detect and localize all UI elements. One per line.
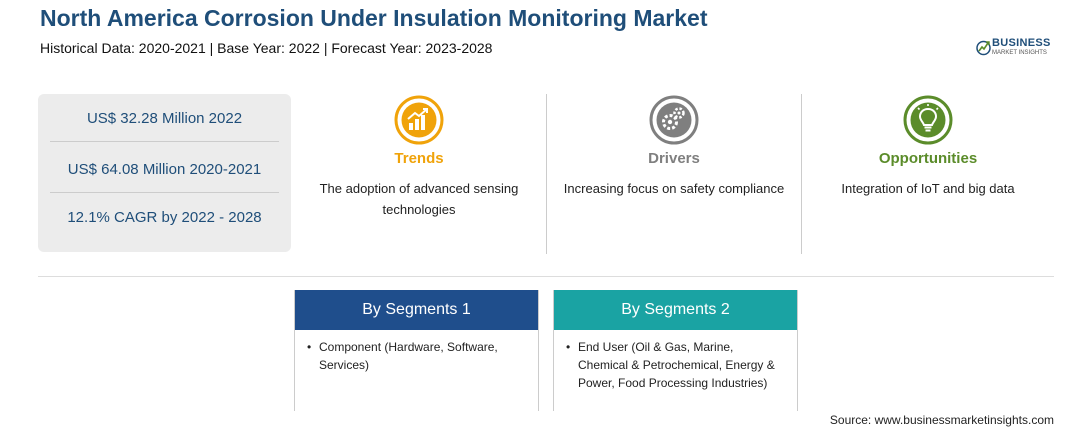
- segment-card-2: By Segments 2 • End User (Oil & Gas, Mar…: [553, 290, 798, 411]
- page-title: North America Corrosion Under Insulation…: [40, 5, 708, 31]
- list-item: • Component (Hardware, Software, Service…: [307, 338, 526, 374]
- lightbulb-icon: [903, 95, 953, 145]
- logo-subtext: MARKET INSIGHTS: [992, 50, 1047, 56]
- stat-divider: [50, 192, 279, 193]
- page-subtitle: Historical Data: 2020-2021 | Base Year: …: [40, 40, 493, 56]
- segment-2-heading: By Segments 2: [554, 290, 797, 330]
- stat-cagr: 12.1% CAGR by 2022 - 2028: [67, 209, 262, 226]
- section-divider: [38, 276, 1054, 277]
- logo-text: BUSINESS: [992, 37, 1051, 49]
- segment-card-1: By Segments 1 • Component (Hardware, Sof…: [294, 290, 539, 411]
- growth-chart-icon: [394, 95, 444, 145]
- drivers-heading: Drivers: [648, 150, 700, 167]
- list-item: • End User (Oil & Gas, Marine, Chemical …: [566, 338, 785, 392]
- segment-1-heading: By Segments 1: [295, 290, 538, 330]
- trends-text: The adoption of advanced sensing technol…: [319, 181, 519, 217]
- stat-market-value-historical: US$ 64.08 Million 2020-2021: [67, 161, 262, 178]
- column-divider: [546, 94, 547, 254]
- trends-heading: Trends: [394, 150, 444, 167]
- source-text: Source: www.businessmarketinsights.com: [829, 413, 1054, 427]
- column-divider: [801, 94, 802, 254]
- stat-divider: [50, 141, 279, 142]
- business-market-insights-logo: BUSINESS MARKET INSIGHTS: [976, 37, 1060, 59]
- opportunities-text: Integration of IoT and big data: [841, 181, 1015, 196]
- segment-2-item: End User (Oil & Gas, Marine, Chemical & …: [578, 340, 775, 390]
- segment-1-item: Component (Hardware, Software, Services): [319, 340, 498, 372]
- drivers-text: Increasing focus on safety compliance: [563, 181, 785, 196]
- gears-icon: [649, 95, 699, 145]
- logo-globe-icon: [976, 40, 991, 56]
- stat-market-value-2022: US$ 32.28 Million 2022: [86, 110, 243, 127]
- opportunities-heading: Opportunities: [878, 150, 978, 167]
- key-stats-panel: US$ 32.28 Million 2022 US$ 64.08 Million…: [38, 94, 291, 252]
